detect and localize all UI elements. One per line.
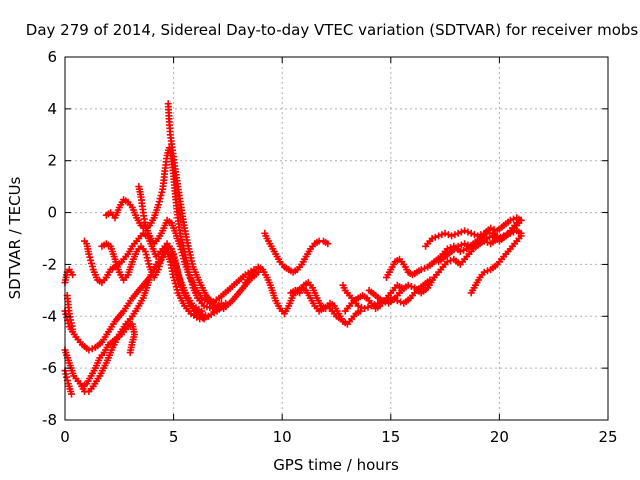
- data-point-marker: [361, 305, 369, 312]
- data-point-marker: [438, 231, 446, 239]
- data-point-marker: [506, 216, 514, 224]
- data-point-marker: [367, 302, 375, 310]
- data-point-marker: [454, 229, 462, 237]
- data-series: [287, 279, 364, 328]
- data-point-marker: [460, 246, 468, 254]
- y-tick-label: 6: [47, 48, 57, 66]
- x-axis-label: GPS time / hours: [273, 456, 399, 474]
- y-tick-label: 0: [47, 204, 57, 222]
- y-tick-label: 4: [47, 100, 57, 118]
- data-point-marker: [474, 240, 482, 248]
- data-point-marker: [204, 312, 212, 320]
- x-tick-label: 20: [490, 428, 509, 446]
- y-axis-ticks: -8 -6 -4 -2 0 2 4 6: [42, 48, 608, 429]
- data-point-marker: [358, 303, 365, 311]
- data-series: [422, 214, 525, 250]
- data-point-marker: [484, 267, 491, 275]
- data-point-marker: [464, 241, 472, 249]
- data-point-marker: [506, 229, 514, 237]
- data-point-marker: [431, 233, 439, 241]
- data-point-marker: [198, 307, 206, 315]
- data-point-marker: [421, 264, 428, 272]
- data-point-marker: [443, 258, 451, 266]
- data-point-marker: [85, 346, 93, 354]
- data-series: [135, 183, 258, 307]
- data-series: [435, 227, 525, 266]
- data-point-marker: [371, 301, 378, 309]
- data-point-marker: [354, 302, 362, 310]
- data-point-marker: [441, 229, 449, 237]
- y-tick-label: -4: [42, 307, 57, 325]
- data-point-marker: [517, 216, 525, 224]
- plot-frame: [64, 56, 609, 421]
- data-point-marker: [457, 241, 465, 249]
- data-series: [61, 266, 77, 287]
- data-series-group: [61, 100, 525, 398]
- data-point-marker: [451, 231, 459, 239]
- series-line: [63, 245, 206, 393]
- data-series: [98, 240, 206, 315]
- data-point-marker: [470, 231, 478, 239]
- data-point-marker: [364, 303, 372, 311]
- data-series: [63, 292, 77, 333]
- data-point-marker: [68, 390, 75, 398]
- data-point-marker: [88, 345, 96, 353]
- data-point-marker: [480, 237, 488, 245]
- data-point-marker: [517, 232, 525, 240]
- data-point-marker: [126, 349, 134, 357]
- data-point-marker: [356, 307, 364, 315]
- y-tick-label: -8: [42, 411, 57, 429]
- data-point-marker: [448, 232, 456, 240]
- chart-title: Day 279 of 2014, Sidereal Day-to-day VTE…: [26, 21, 639, 39]
- x-axis-ticks: 0 5 10 15 20 25: [60, 57, 618, 446]
- data-point-marker: [374, 299, 382, 307]
- data-point-marker: [493, 235, 501, 242]
- data-point-marker: [69, 271, 77, 279]
- data-point-marker: [477, 238, 485, 246]
- y-tick-label: 2: [47, 152, 57, 170]
- data-point-marker: [444, 231, 452, 239]
- data-series: [261, 229, 332, 276]
- data-point-marker: [454, 242, 462, 250]
- data-point-marker: [467, 229, 475, 237]
- x-tick-label: 25: [598, 428, 617, 446]
- data-point-marker: [443, 245, 451, 253]
- data-point-marker: [324, 240, 332, 248]
- data-series: [241, 263, 345, 323]
- x-tick-label: 15: [381, 428, 400, 446]
- data-point-marker: [461, 227, 469, 235]
- data-point-marker: [428, 235, 436, 242]
- data-point-marker: [474, 232, 482, 240]
- data-point-marker: [417, 266, 425, 274]
- data-point-marker: [503, 231, 511, 239]
- x-tick-label: 0: [60, 428, 70, 446]
- data-point-marker: [461, 240, 469, 248]
- x-tick-label: 10: [273, 428, 292, 446]
- data-point-marker: [457, 228, 465, 236]
- data-point-marker: [407, 283, 415, 290]
- data-point-marker: [69, 325, 77, 333]
- data-point-marker: [404, 281, 412, 289]
- data-series: [78, 320, 138, 390]
- data-point-marker: [378, 297, 386, 305]
- data-point-marker: [435, 232, 443, 240]
- data-point-marker: [467, 242, 475, 250]
- data-point-marker: [497, 233, 504, 241]
- y-tick-label: -2: [42, 255, 57, 273]
- y-tick-label: -6: [42, 359, 57, 377]
- data-point-marker: [477, 231, 485, 239]
- data-point-marker: [500, 232, 508, 240]
- x-tick-label: 5: [169, 428, 179, 446]
- data-series: [467, 232, 525, 297]
- data-point-marker: [456, 248, 464, 255]
- data-point-marker: [464, 228, 472, 236]
- data-point-marker: [157, 192, 165, 199]
- data-series: [61, 367, 75, 398]
- y-axis-label: SDTVAR / TECUs: [6, 176, 24, 299]
- data-point-marker: [480, 268, 488, 276]
- data-point-marker: [470, 241, 478, 249]
- data-point-marker: [200, 315, 208, 323]
- data-point-marker: [487, 224, 495, 232]
